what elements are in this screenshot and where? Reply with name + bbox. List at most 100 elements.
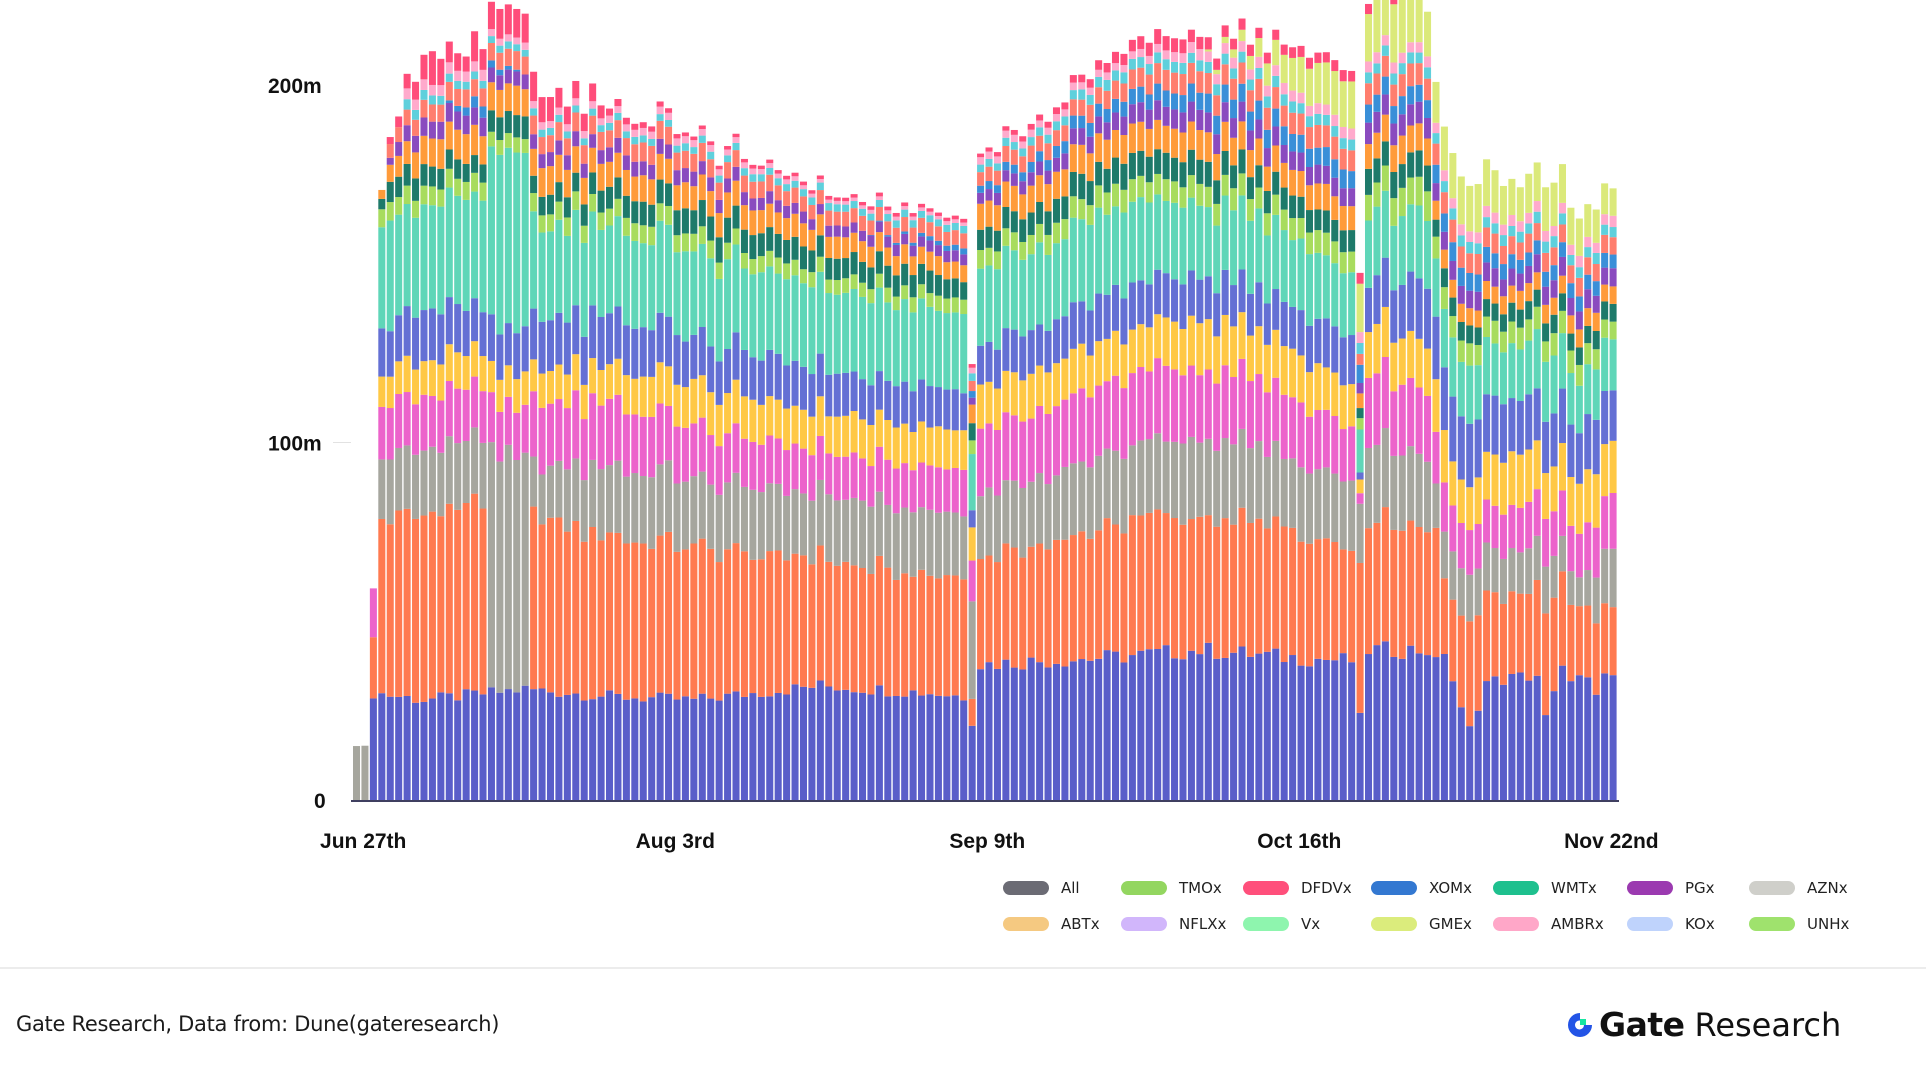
legend-item-ambrx[interactable]: AMBRx [1493,912,1604,936]
bar-segment-layer-12 [1432,164,1440,184]
bar-segment-layer-5 [1019,380,1027,422]
bar-segment-layer-6 [1356,472,1364,480]
bar-segment-layer-16 [1575,218,1583,256]
legend-item-abtx[interactable]: ABTx [1003,912,1100,936]
bar-segment-layer-12 [1424,100,1432,118]
bar-segment-layer-11 [673,170,681,186]
bar-segment-layer-1 [572,693,580,800]
bar-segment-layer-13 [1221,64,1229,85]
bar-segment-layer-2 [808,564,816,688]
legend-item-vx[interactable]: Vx [1243,912,1320,936]
bar-segment-layer-13 [1204,73,1212,94]
bar-segment-layer-15 [504,34,512,42]
bar-segment-layer-10 [1424,138,1432,166]
bar-segment-layer-6 [513,333,521,380]
bar-segment-layer-4 [1533,489,1541,536]
bar-segment-layer-6 [521,326,529,372]
legend-item-nflxx[interactable]: NFLXx [1121,912,1226,936]
bar-segment-layer-17 [901,202,909,207]
bar-segment-layer-13 [901,217,909,232]
bar-segment-layer-15 [707,145,715,152]
bar-segment-layer-12 [1263,129,1271,149]
bar-segment-layer-17 [530,71,538,102]
bar-segment-layer-8 [681,233,689,252]
bar-segment-layer-7 [1154,194,1162,270]
bar-segment-layer-9 [766,227,774,251]
bar-segment-layer-10 [757,210,765,234]
bar-segment-layer-7 [977,268,985,346]
legend-item-kox[interactable]: KOx [1627,912,1715,936]
bar-segment-layer-11 [1609,268,1617,287]
bar-segment-layer-11 [1019,181,1027,195]
bar-segment-layer-7 [487,146,495,315]
bar-segment-layer-10 [1036,175,1044,202]
bar-segment-layer-6 [1432,316,1440,380]
legend-swatch [1003,881,1049,895]
bar-segment-layer-4 [1086,397,1094,468]
bar-segment-layer-9 [1348,230,1356,252]
bar-segment-layer-3 [774,483,782,551]
bar-segment-layer-7 [1002,245,1010,329]
bar-segment-layer-4 [833,456,841,501]
bar-segment-layer-10 [825,236,833,259]
bar-segment-layer-10 [1044,184,1052,212]
bar-segment-layer-2 [1415,527,1423,654]
bar-segment-layer-1 [1348,662,1356,800]
bar-segment-layer-8 [496,140,504,155]
bar-segment-layer-11 [428,121,436,139]
bar-segment-layer-7 [1592,369,1600,420]
bar-segment-layer-8 [1010,232,1018,251]
bar-segment-layer-17 [1305,57,1313,69]
bar-segment-layer-14 [1027,137,1035,146]
bar-segment-layer-5 [1516,454,1524,508]
bar-segment-layer-9 [1120,163,1128,190]
bar-segment-layer-6 [1305,325,1313,373]
legend-item-unhx[interactable]: UNHx [1749,912,1849,936]
bar-segment-layer-16 [1331,71,1339,115]
bar-segment-layer-3 [462,440,470,503]
legend-item-xomx[interactable]: XOMx [1371,876,1472,900]
bar-segment-layer-3 [1179,443,1187,525]
bar-segment-layer-17 [1078,74,1086,83]
bar-segment-layer-14 [791,180,799,188]
bar-segment-layer-9 [395,176,403,198]
legend-item-gmex[interactable]: GMEx [1371,912,1472,936]
bar-segment-layer-13 [698,142,706,162]
bar-segment-layer-1 [1154,649,1162,800]
bar-segment-layer-12 [1196,92,1204,110]
bar-segment-layer-8 [842,278,850,293]
bar-segment-layer-4 [412,404,420,455]
bar-segment-layer-7 [538,232,546,322]
bar-segment-layer-12 [471,96,479,108]
legend-swatch [1003,917,1049,931]
bar-segment-layer-4 [597,405,605,470]
legend-item-aznx[interactable]: AZNx [1749,876,1848,900]
legend-label: XOMx [1429,879,1472,897]
bar-segment-layer-9 [1086,181,1094,206]
bar-segment-layer-12 [1533,240,1541,255]
bar-segment-layer-9 [1440,268,1448,288]
bar-segment-layer-15 [1558,202,1566,214]
legend-item-tmox[interactable]: TMOx [1121,876,1222,900]
bar-segment-layer-5 [1272,329,1280,378]
bar-segment-layer-2 [749,559,757,694]
bar-segment-layer-15 [496,38,504,46]
bar-segment-layer-2 [774,550,782,693]
legend-item-all[interactable]: All [1003,876,1080,900]
legend-item-wmtx[interactable]: WMTx [1493,876,1597,900]
bar-segment-layer-5 [445,344,453,382]
bar-segment-layer-16 [1314,62,1322,104]
legend-item-dfdvx[interactable]: DFDVx [1243,876,1352,900]
bar-segment-layer-5 [1145,327,1153,372]
bar-segment-layer-4 [968,560,976,602]
bar-segment-layer-11 [724,178,732,193]
bar-segment-layer-2 [530,506,538,690]
bar-segment-layer-13 [732,150,740,167]
bar-segment-layer-8 [673,235,681,253]
bar-segment-layer-9 [1221,150,1229,175]
legend-item-pgx[interactable]: PGx [1627,876,1715,900]
legend-swatch [1627,881,1673,895]
bar-segment-layer-4 [521,404,529,453]
bar-segment-layer-3 [1533,535,1541,580]
bar-segment-layer-9 [1381,141,1389,166]
